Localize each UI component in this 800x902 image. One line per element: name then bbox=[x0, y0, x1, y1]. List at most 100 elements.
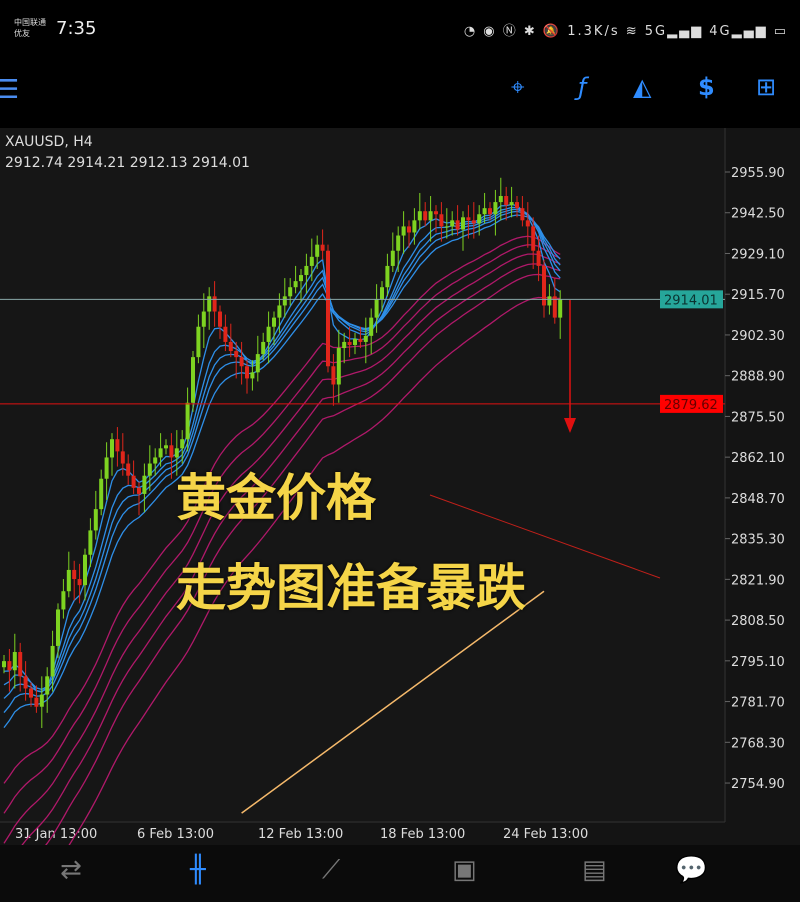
candle-body bbox=[293, 281, 298, 288]
quotes-tab-icon[interactable]: ⇄ bbox=[60, 855, 82, 885]
carrier: 中国联通 优友 bbox=[14, 17, 52, 39]
candle-body bbox=[104, 457, 109, 479]
candle-body bbox=[309, 256, 314, 266]
fast-ma-line bbox=[3, 206, 561, 691]
messages-tab-icon[interactable]: 💬 bbox=[675, 855, 708, 885]
candle-body bbox=[515, 202, 519, 209]
candle-body bbox=[347, 341, 352, 345]
candle-body bbox=[525, 220, 530, 227]
trade-tab-icon[interactable]: ⟋ bbox=[322, 855, 341, 885]
candle-body bbox=[369, 317, 374, 336]
new-order-icon[interactable]: ⊞ bbox=[756, 73, 777, 101]
price-chart[interactable]: 2955.90 2942.50 2929.10 2915.70 2902.30 2888.… bbox=[0, 128, 800, 845]
candle-body bbox=[7, 661, 12, 671]
candle-body bbox=[304, 265, 309, 276]
y-tick-label: 2942.50 bbox=[731, 207, 785, 222]
candle-body bbox=[158, 448, 163, 458]
candle-body bbox=[115, 439, 120, 452]
x-tick-label: 24 Feb 13:00 bbox=[503, 827, 588, 842]
candle-body bbox=[531, 226, 536, 251]
y-tick-label: 2821.90 bbox=[731, 573, 785, 588]
indicators-icon[interactable]: ƒ bbox=[578, 73, 587, 101]
candle-body bbox=[331, 366, 336, 385]
fast-ma-line bbox=[3, 203, 561, 693]
candle-body bbox=[390, 250, 395, 266]
candle-body bbox=[245, 366, 249, 379]
candle-body bbox=[407, 226, 411, 233]
candle-body bbox=[277, 305, 282, 318]
candle-body bbox=[93, 509, 98, 531]
candle-body bbox=[266, 326, 271, 342]
candle-body bbox=[380, 287, 384, 300]
candle-body bbox=[56, 609, 60, 646]
clock: 7:35 bbox=[56, 18, 97, 39]
candle-body bbox=[396, 235, 401, 251]
fast-ma-line bbox=[3, 208, 561, 699]
level-price-label: 2879.62 bbox=[664, 398, 718, 413]
long-ma-line bbox=[241, 590, 545, 814]
candle-body bbox=[239, 357, 244, 367]
candle-body bbox=[552, 296, 557, 318]
objects-icon[interactable]: ◭ bbox=[633, 73, 652, 101]
candle-body bbox=[547, 296, 552, 306]
candle-body bbox=[29, 688, 33, 698]
y-tick-label: 2862.10 bbox=[731, 451, 785, 466]
candle-body bbox=[77, 579, 82, 586]
y-tick-label: 2875.50 bbox=[731, 410, 785, 425]
candle-body bbox=[493, 202, 498, 215]
candle-body bbox=[153, 457, 158, 464]
candle-body bbox=[34, 697, 39, 707]
crosshair-icon[interactable]: ⌖ bbox=[511, 73, 525, 101]
menu-icon[interactable]: ☰ bbox=[0, 75, 20, 105]
candle-body bbox=[191, 357, 195, 403]
candle-body bbox=[88, 530, 93, 555]
candle-body bbox=[2, 661, 6, 668]
x-tick-label: 31 Jan 13:00 bbox=[15, 827, 97, 842]
trend-line bbox=[429, 494, 661, 579]
candle-body bbox=[401, 226, 406, 236]
news-tab-icon[interactable]: ▤ bbox=[582, 855, 607, 885]
candle-body bbox=[61, 591, 66, 610]
candle-body bbox=[212, 296, 217, 312]
down-arrow-icon bbox=[564, 418, 576, 433]
candle-body bbox=[126, 463, 131, 476]
candle-body bbox=[196, 326, 201, 358]
candle-body bbox=[417, 211, 422, 221]
candle-body bbox=[23, 676, 28, 689]
candle-body bbox=[336, 348, 341, 385]
candle-body bbox=[326, 250, 330, 367]
candle-body bbox=[147, 463, 152, 476]
candle-body bbox=[385, 265, 390, 288]
candle-body bbox=[488, 208, 492, 215]
candle-body bbox=[250, 372, 255, 379]
fast-ma-line bbox=[3, 210, 561, 713]
chart-tab-icon[interactable]: ╫ bbox=[190, 855, 206, 885]
bid-price-badge bbox=[660, 290, 723, 309]
history-tab-icon[interactable]: ▣ bbox=[452, 855, 477, 885]
candle-body bbox=[363, 335, 368, 342]
ohlc-readout: 2912.74 2914.21 2912.13 2914.01 bbox=[5, 155, 250, 171]
bid-price-label: 2914.01 bbox=[664, 293, 718, 308]
plot-area bbox=[0, 128, 725, 822]
candle-body bbox=[261, 341, 266, 355]
candle-body bbox=[234, 351, 239, 358]
chart-canvas[interactable]: 2955.90 2942.50 2929.10 2915.70 2902.30 2888.… bbox=[0, 128, 800, 845]
candle-body bbox=[320, 244, 325, 251]
candle-body bbox=[558, 299, 563, 318]
candle-body bbox=[498, 196, 503, 203]
y-tick-label: 2754.90 bbox=[731, 777, 785, 792]
candle-body bbox=[353, 338, 357, 345]
x-tick-label: 18 Feb 13:00 bbox=[380, 827, 465, 842]
candle-body bbox=[50, 645, 55, 677]
candle-body bbox=[228, 341, 233, 352]
candle-body bbox=[131, 475, 136, 488]
candle-body bbox=[223, 326, 228, 342]
carrier-name: 中国联通 bbox=[14, 18, 46, 27]
toolbar: ☰ ⌖ ƒ ◭ $ ⊞ bbox=[0, 55, 800, 127]
candle-body bbox=[504, 196, 509, 206]
candle-body bbox=[12, 652, 17, 671]
candle-body bbox=[137, 487, 141, 494]
candle-body bbox=[466, 217, 471, 221]
trade-icon[interactable]: $ bbox=[698, 73, 715, 101]
candle-body bbox=[185, 402, 190, 440]
